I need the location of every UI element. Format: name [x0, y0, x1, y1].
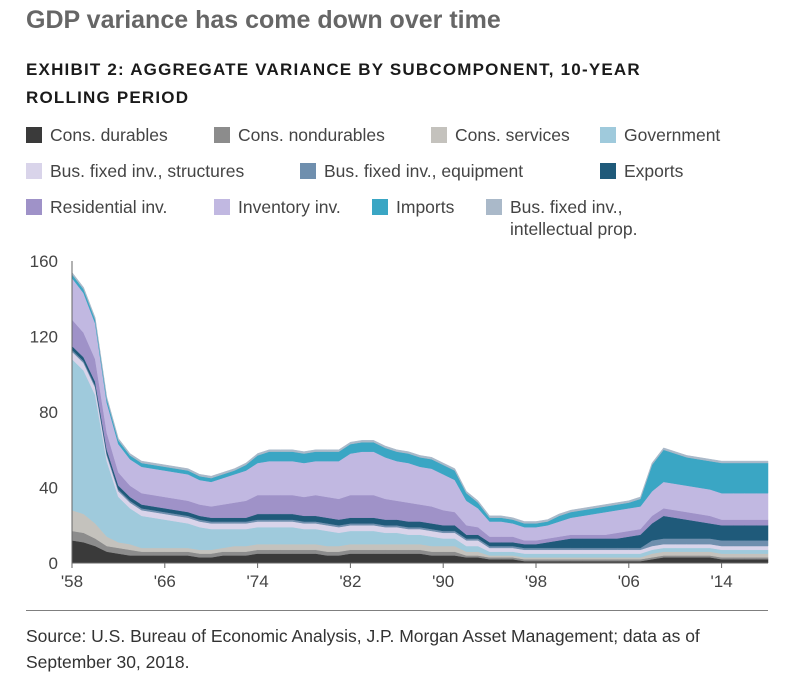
x-tick-label: '82 [339, 572, 361, 591]
y-tick-label: 40 [39, 479, 58, 498]
legend-label: Bus. fixed inv., equipment [324, 161, 524, 181]
legend-swatch [26, 199, 42, 215]
legend-swatch [486, 199, 502, 215]
y-tick-label: 0 [49, 554, 58, 573]
legend-label: Exports [624, 161, 684, 181]
y-tick-label: 80 [39, 403, 58, 422]
legend-label: Cons. nondurables [238, 125, 385, 145]
legend-swatch [600, 127, 616, 143]
legend-label: Government [624, 125, 721, 145]
legend: Cons. durables Cons. nondurables Cons. s… [26, 124, 786, 250]
x-tick-label: '06 [618, 572, 640, 591]
y-tick-label: 120 [30, 328, 58, 347]
legend-swatch [214, 127, 230, 143]
legend-item-imports: Imports [372, 196, 454, 218]
x-tick-label: '90 [432, 572, 454, 591]
legend-label: Cons. durables [50, 125, 168, 145]
legend-item-bus-structures: Bus. fixed inv., structures [26, 160, 244, 182]
legend-item-cons-services: Cons. services [431, 124, 570, 146]
legend-label: Residential inv. [50, 197, 168, 217]
x-tick-label: '66 [154, 572, 176, 591]
legend-item-cons-durables: Cons. durables [26, 124, 168, 146]
legend-swatch [600, 163, 616, 179]
legend-label: Bus. fixed inv., structures [50, 161, 245, 181]
headline: GDP variance has come down over time [26, 6, 501, 34]
x-tick-label: '98 [525, 572, 547, 591]
legend-item-residential: Residential inv. [26, 196, 167, 218]
legend-item-intellectual-prop: Bus. fixed inv., intellectual prop. [486, 196, 637, 240]
legend-swatch [26, 127, 42, 143]
legend-item-exports: Exports [600, 160, 683, 182]
chart-title: EXHIBIT 2: AGGREGATE VARIANCE BY SUBCOMP… [26, 60, 641, 107]
divider [26, 610, 768, 611]
legend-label: Cons. services [455, 125, 570, 145]
legend-swatch [214, 199, 230, 215]
legend-swatch [372, 199, 388, 215]
source-note: Source: U.S. Bureau of Economic Analysis… [26, 626, 700, 672]
x-tick-label: '14 [711, 572, 733, 591]
legend-item-inventory: Inventory inv. [214, 196, 341, 218]
legend-item-cons-nondurables: Cons. nondurables [214, 124, 385, 146]
legend-swatch [431, 127, 447, 143]
area-series-10 [71, 271, 769, 524]
stacked-area-chart: 0 40 80 120 160 '58 '66 '74 '82 '90 '98 '06 '14 [30, 252, 769, 591]
legend-label: Imports [396, 197, 455, 217]
legend-label: Inventory inv. [238, 197, 341, 217]
legend-label: Bus. fixed inv., intellectual prop. [510, 197, 638, 239]
legend-item-government: Government [600, 124, 720, 146]
legend-item-bus-equipment: Bus. fixed inv., equipment [300, 160, 523, 182]
x-tick-label: '74 [247, 572, 269, 591]
legend-swatch [26, 163, 42, 179]
x-tick-label: '58 [61, 572, 83, 591]
y-tick-label: 160 [30, 252, 58, 271]
legend-swatch [300, 163, 316, 179]
